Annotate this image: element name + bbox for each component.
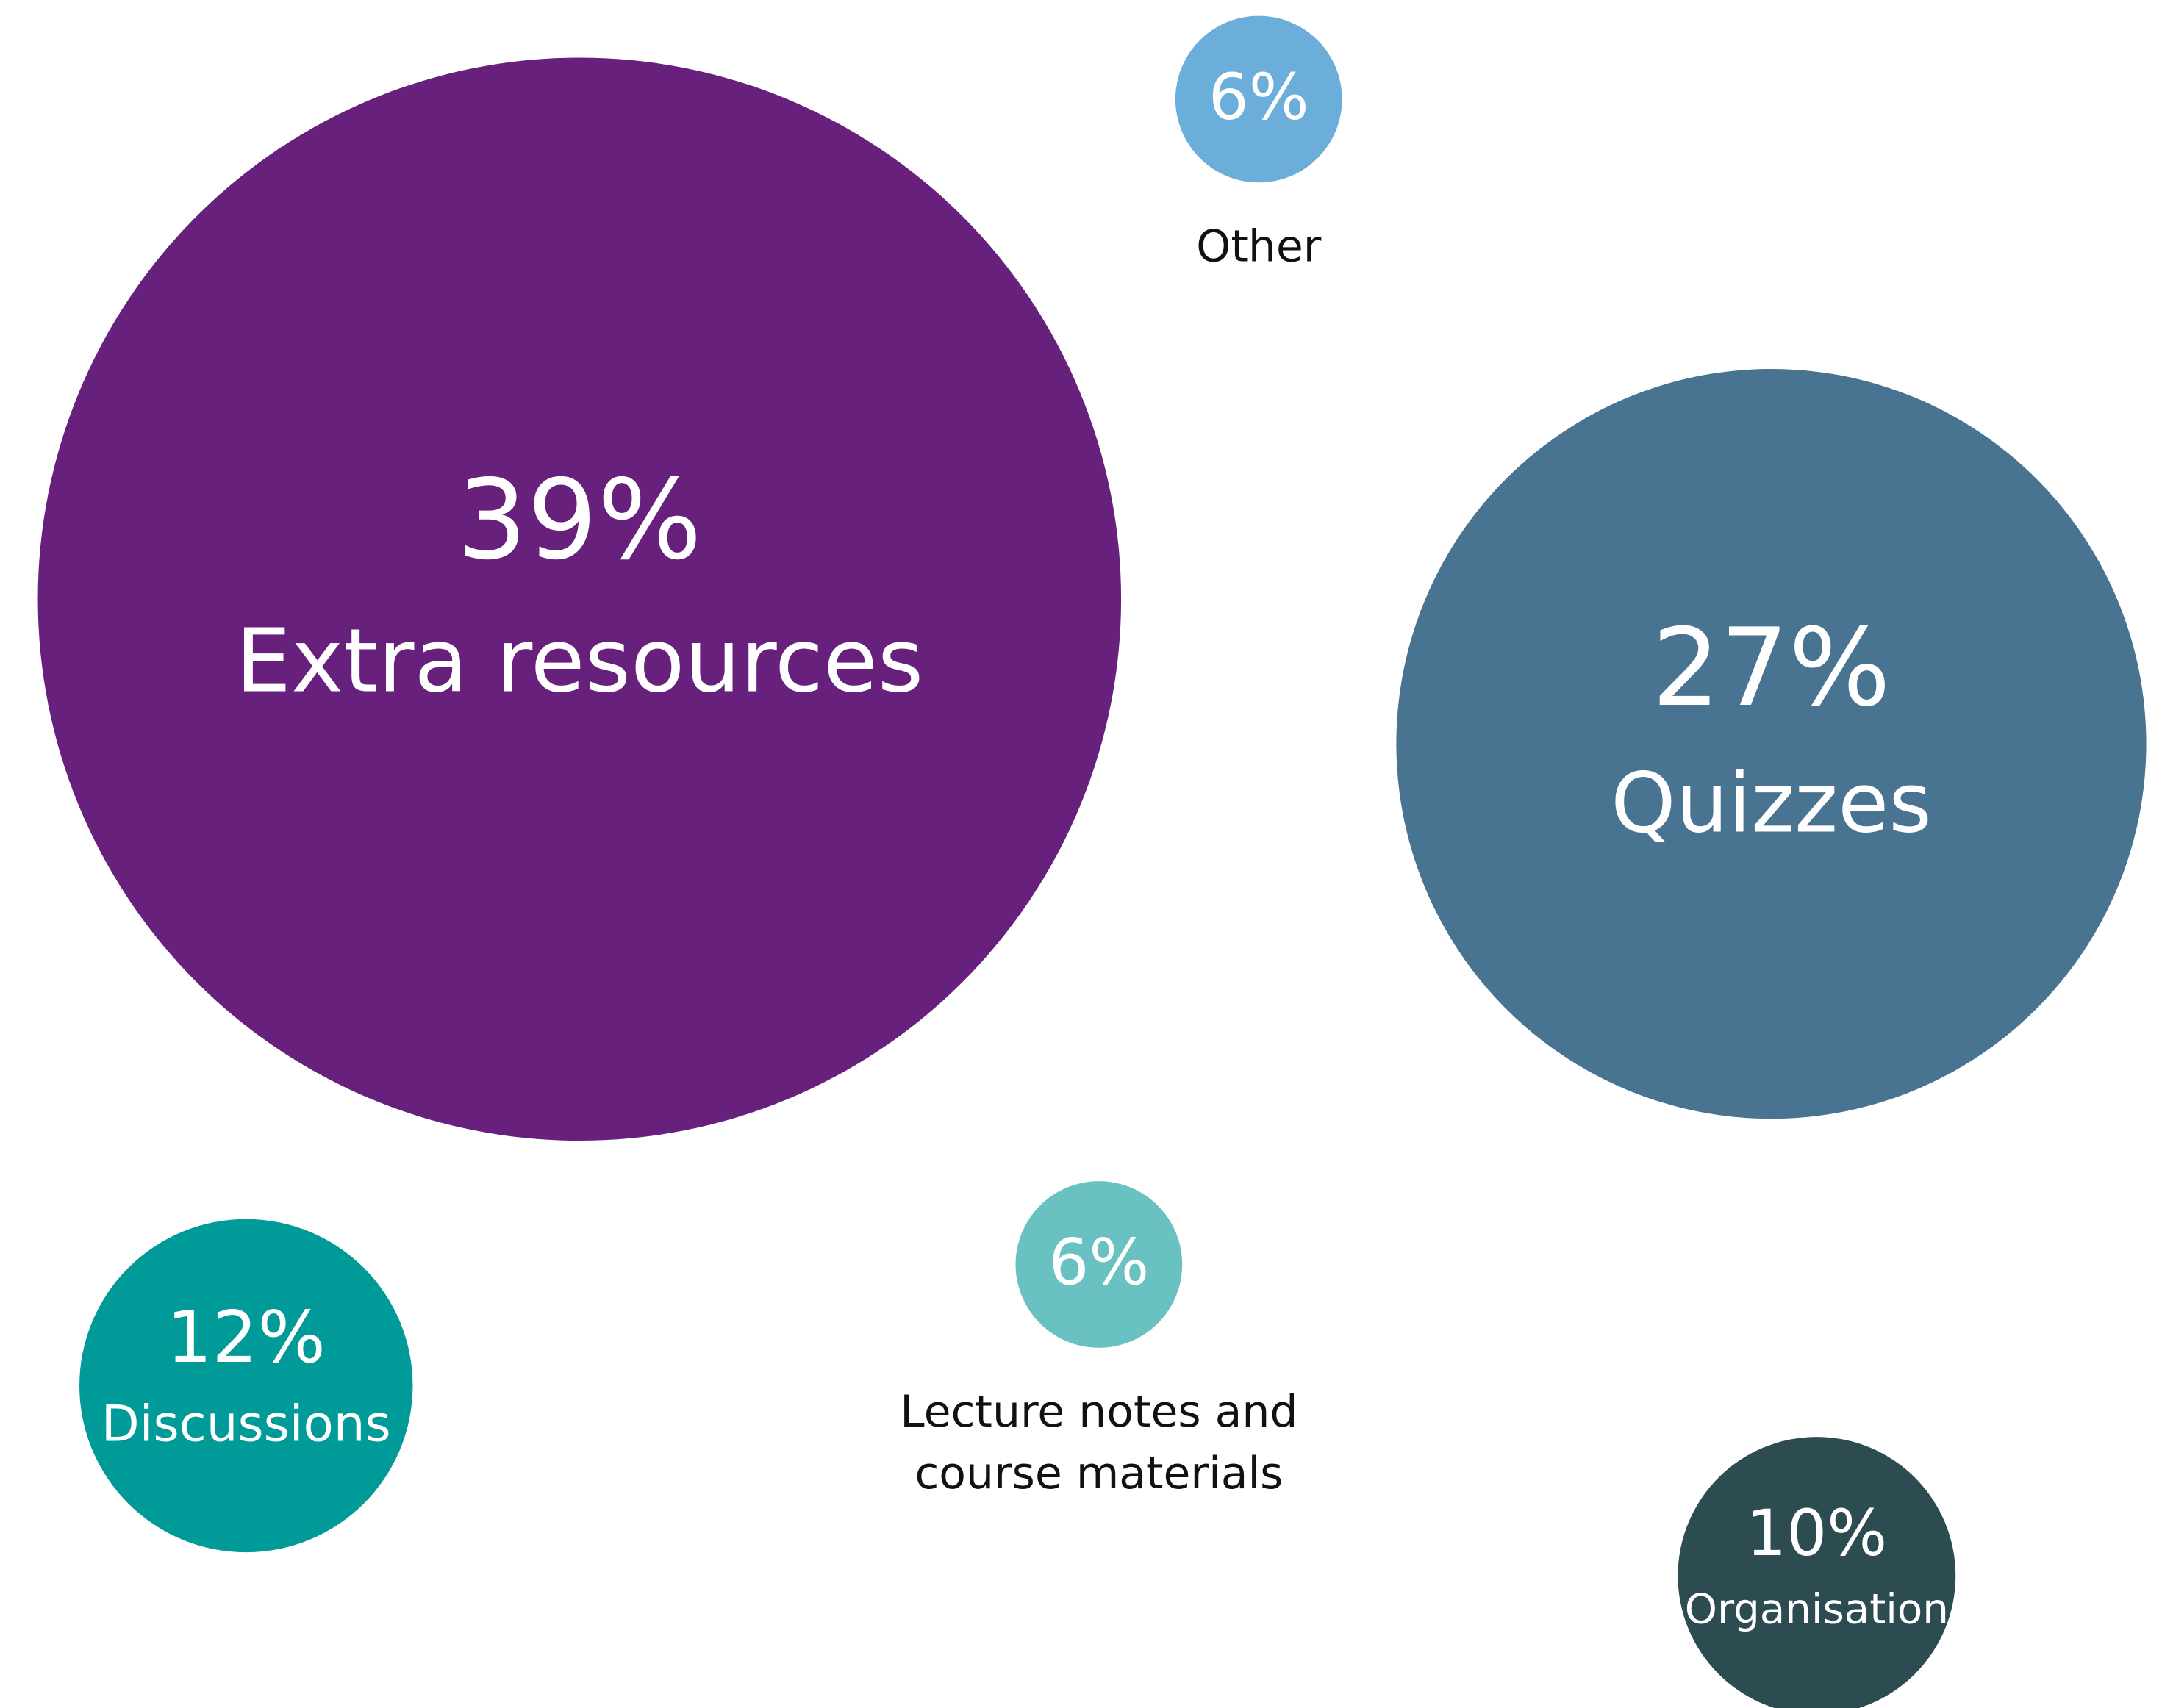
value-label: 39% <box>457 456 702 584</box>
value-label: 12% <box>166 1296 326 1379</box>
bubble <box>1015 1181 1183 1348</box>
bubble <box>1396 368 2147 1119</box>
bubble <box>1175 15 1342 183</box>
value-label: 6% <box>1209 61 1309 134</box>
category-label: Quizzes <box>1611 755 1932 851</box>
category-label: Other <box>1196 220 1322 272</box>
category-label: Discussions <box>101 1394 391 1452</box>
value-label: 10% <box>1747 1497 1888 1571</box>
bubble <box>37 57 1122 1141</box>
bubble <box>1678 1437 1956 1708</box>
value-label: 27% <box>1652 606 1891 731</box>
category-label: Extra resources <box>235 610 923 712</box>
value-label: 6% <box>1048 1227 1149 1300</box>
bubble <box>79 1219 413 1553</box>
category-label: Lecture notes and course materials <box>900 1385 1297 1499</box>
category-label: Organisation <box>1685 1585 1949 1633</box>
